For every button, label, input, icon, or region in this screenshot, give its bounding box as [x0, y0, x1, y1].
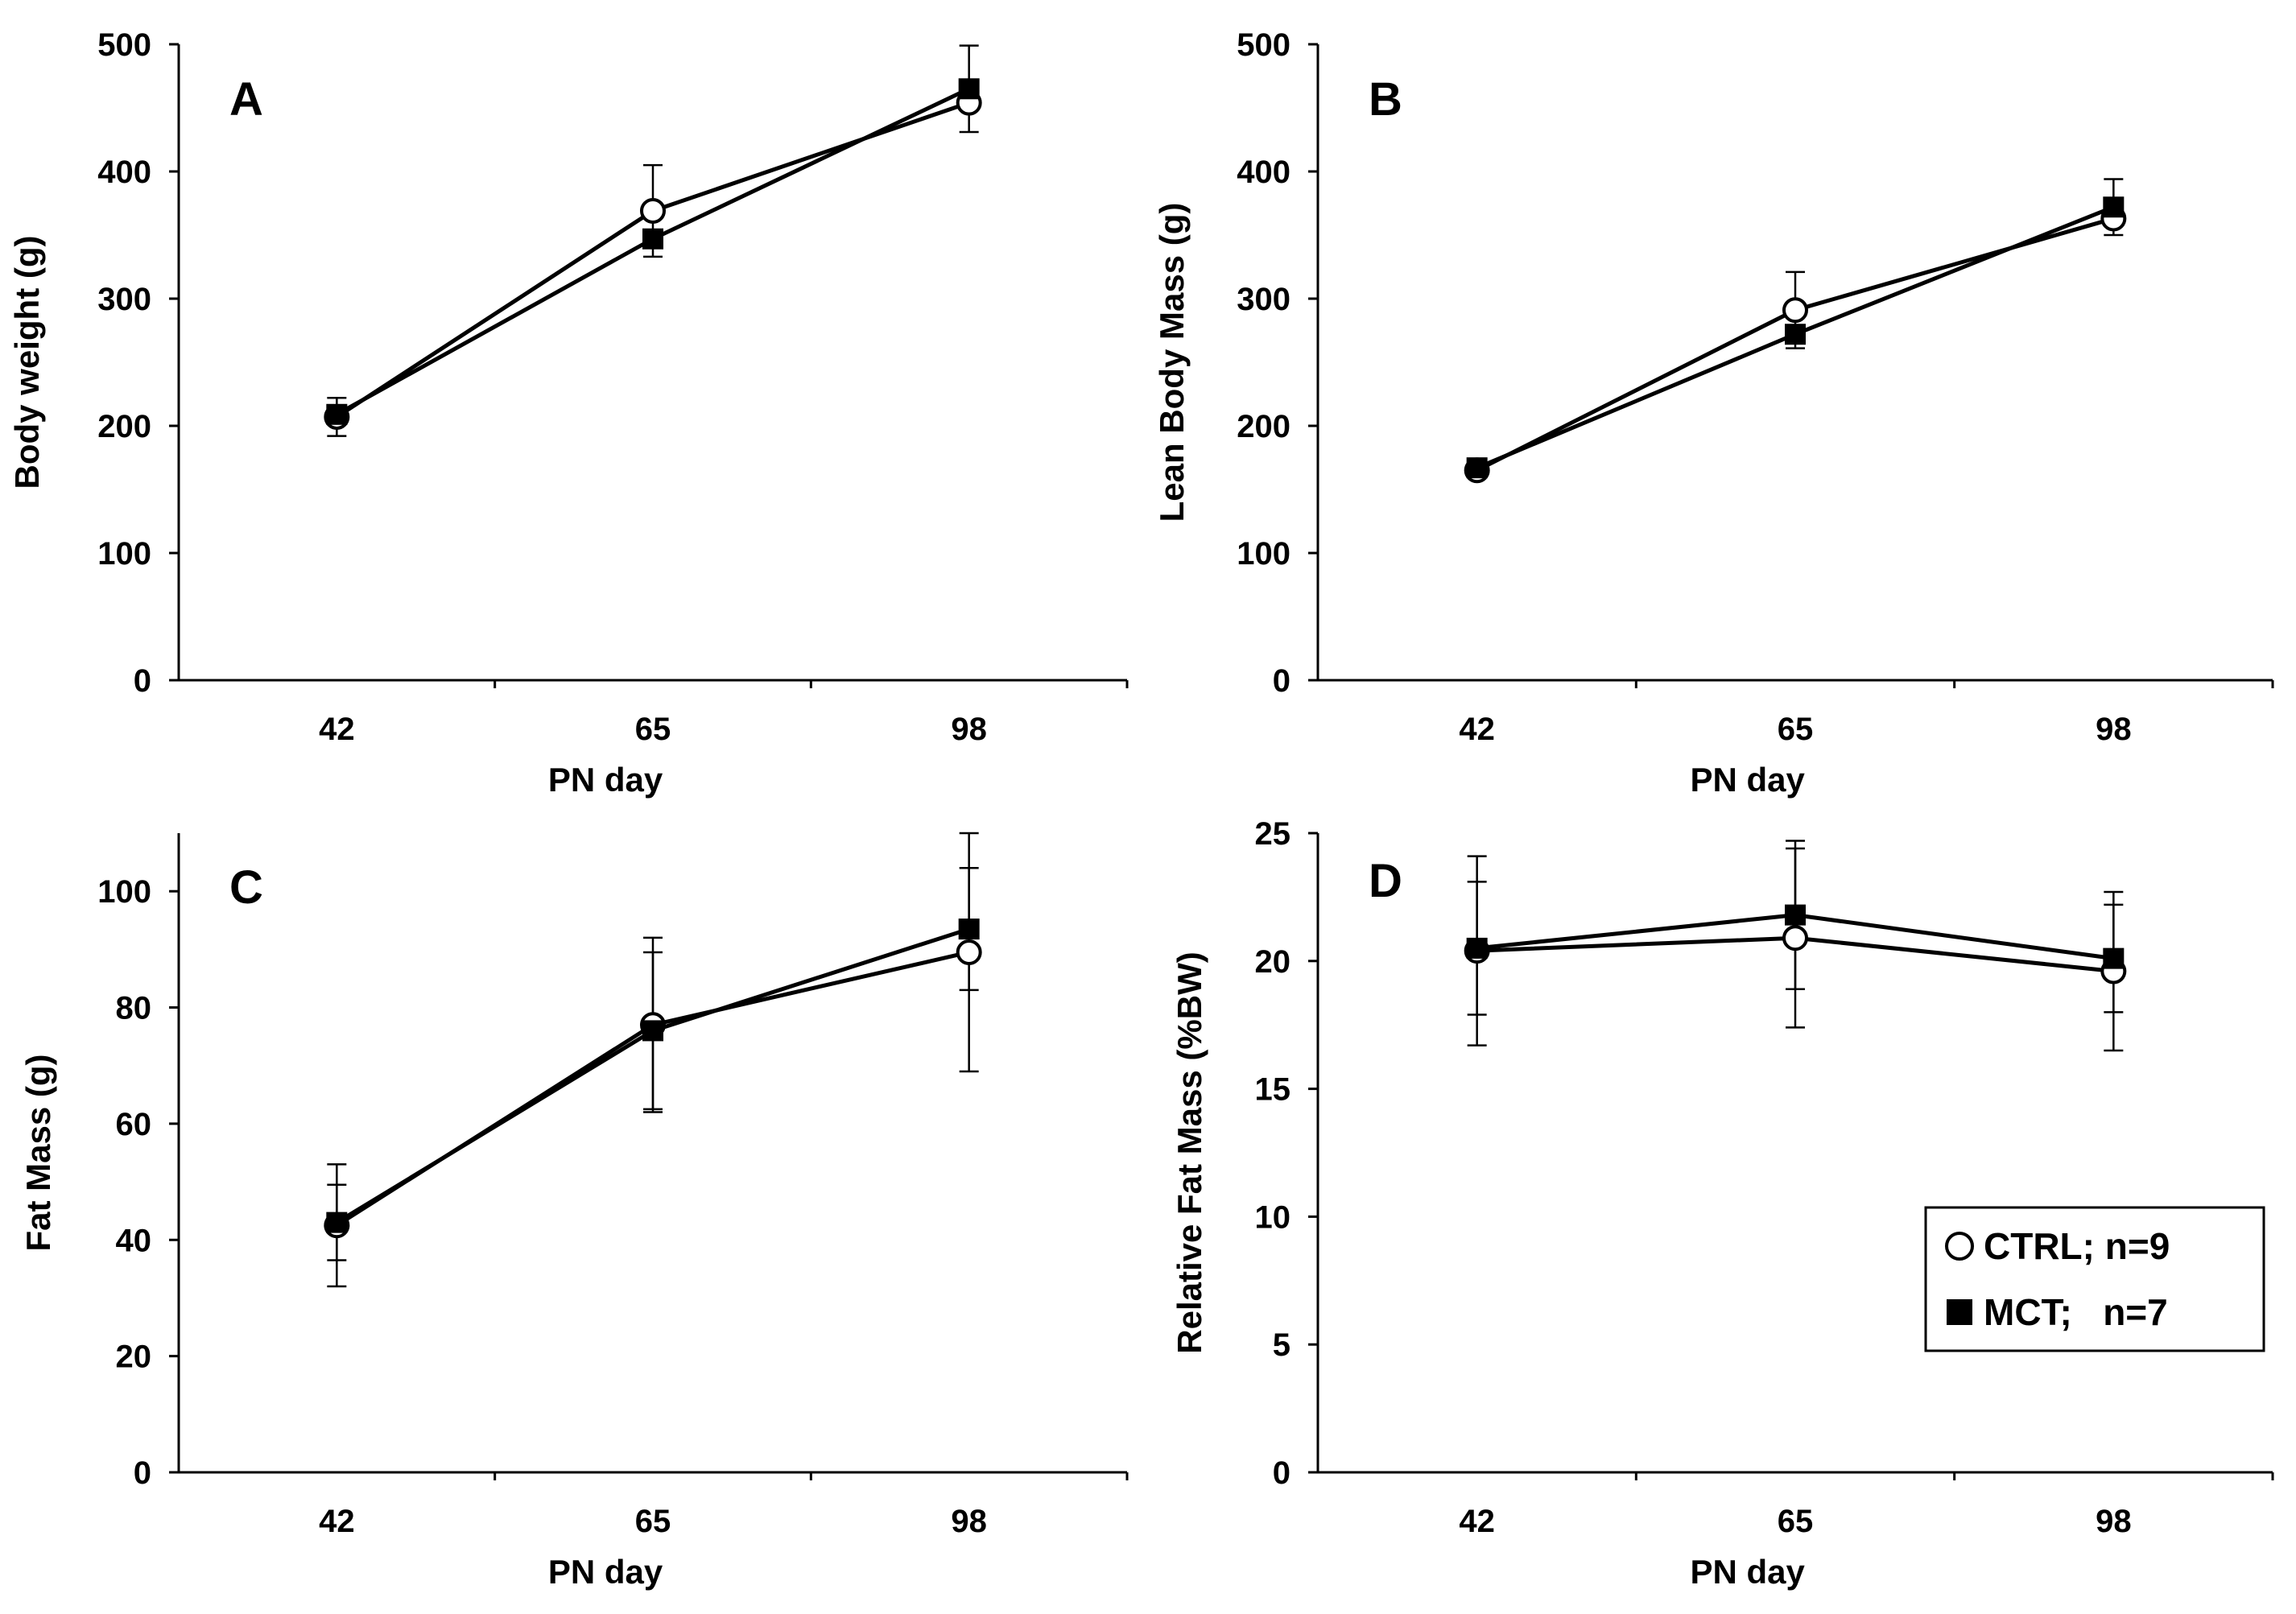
x-tick-label: 98: [951, 1504, 987, 1539]
panel-letter: D: [1369, 855, 1402, 907]
y-axis-title: Lean Body Mass (g): [1153, 203, 1191, 522]
y-axis-title: Fat Mass (g): [19, 1054, 57, 1251]
y-tick-label: 0: [134, 663, 151, 699]
data-point-mct: [1785, 324, 1806, 345]
y-tick-label: 100: [97, 536, 151, 572]
y-tick-label: 60: [116, 1107, 152, 1142]
data-point-ctrl: [1782, 297, 1808, 324]
y-tick-label: 5: [1273, 1327, 1290, 1363]
data-point-mct: [1466, 457, 1488, 479]
y-tick-label: 500: [1237, 27, 1290, 63]
y-tick-label: 80: [116, 991, 152, 1026]
x-tick-label: 65: [1778, 1504, 1814, 1539]
y-tick-label: 0: [1273, 1455, 1290, 1491]
y-tick-label: 100: [1237, 536, 1290, 572]
x-tick-label: 42: [319, 712, 355, 747]
data-point-mct: [958, 78, 980, 100]
legend-marker-mct: [1947, 1299, 1972, 1325]
y-tick-label: 40: [116, 1223, 152, 1258]
y-tick-label: 15: [1255, 1072, 1291, 1108]
data-point-mct: [2103, 947, 2125, 969]
x-tick-label: 42: [1459, 712, 1495, 747]
series-ctrl: [327, 101, 970, 437]
data-point-mct: [642, 228, 663, 250]
panel-letter: C: [229, 861, 263, 914]
legend-label-mct: MCT; n=7: [1984, 1291, 2168, 1333]
legend-box: [1924, 1206, 2265, 1352]
y-tick-label: 25: [1255, 816, 1291, 852]
y-tick-label: 200: [1237, 409, 1290, 444]
y-tick-label: 400: [1237, 155, 1290, 190]
x-tick-label: 98: [951, 712, 987, 747]
y-tick-label: 10: [1255, 1199, 1291, 1235]
x-tick-label: 65: [1778, 712, 1814, 747]
y-tick-label: 300: [97, 282, 151, 317]
panel-b: 0 100 200 300 400 500 42 65 98 PN day Lean Body Ma…: [1153, 27, 2274, 799]
x-axis-title: PN day: [1691, 1553, 1806, 1591]
x-axis-title: PN day: [548, 761, 663, 799]
x-tick-label: 65: [635, 712, 671, 747]
series-mct: [1476, 178, 2124, 470]
y-axis-title: Relative Fat Mass (%BW): [1171, 951, 1208, 1353]
y-tick-label: 500: [97, 27, 151, 63]
y-axis-title: Body weight (g): [8, 236, 46, 489]
y-tick-label: 0: [1273, 663, 1290, 699]
data-point-mct: [958, 918, 980, 940]
y-tick-label: 0: [134, 1455, 151, 1491]
panel-a: 0 100 200 300 400 500 42 65 98 PN day Body weight …: [8, 27, 1129, 799]
y-tick-label: 200: [97, 409, 151, 444]
series-mct: [327, 867, 979, 1261]
x-tick-label: 42: [1459, 1504, 1495, 1539]
data-point-mct: [642, 1020, 663, 1042]
data-point-mct: [326, 1212, 348, 1233]
legend-marker-ctrl: [1945, 1232, 1974, 1261]
panel-c: 0 20 40 60 80 100 42 65 98 PN day Fat Mass (g) C: [19, 832, 1129, 1591]
data-point-ctrl: [1782, 925, 1808, 951]
series-line: [335, 101, 970, 419]
x-tick-label: 98: [2096, 1504, 2132, 1539]
panel-d: 0 5 10 15 20 25 42 65 98 PN day Relative Fat Mass …: [1171, 816, 2274, 1591]
legend: CTRL; n=9 MCT; n=7: [1924, 1206, 2265, 1352]
panel-letter: B: [1369, 73, 1402, 126]
data-point-ctrl: [640, 197, 666, 224]
legend-label-ctrl: CTRL; n=9: [1984, 1225, 2170, 1267]
x-axis-title: PN day: [548, 1553, 663, 1591]
data-point-mct: [1466, 937, 1488, 959]
x-tick-label: 65: [635, 1504, 671, 1539]
data-point-mct: [1785, 904, 1806, 926]
y-tick-label: 100: [97, 874, 151, 910]
y-tick-label: 20: [116, 1339, 152, 1375]
data-point-ctrl: [956, 939, 982, 965]
y-tick-label: 300: [1237, 282, 1290, 317]
data-point-mct: [2103, 196, 2125, 218]
x-axis-title: PN day: [1691, 761, 1806, 799]
panel-letter: A: [229, 73, 263, 126]
y-tick-label: 400: [97, 155, 151, 190]
y-tick-label: 20: [1255, 944, 1291, 980]
x-tick-label: 42: [319, 1504, 355, 1539]
x-tick-label: 98: [2096, 712, 2132, 747]
data-point-mct: [326, 403, 348, 425]
